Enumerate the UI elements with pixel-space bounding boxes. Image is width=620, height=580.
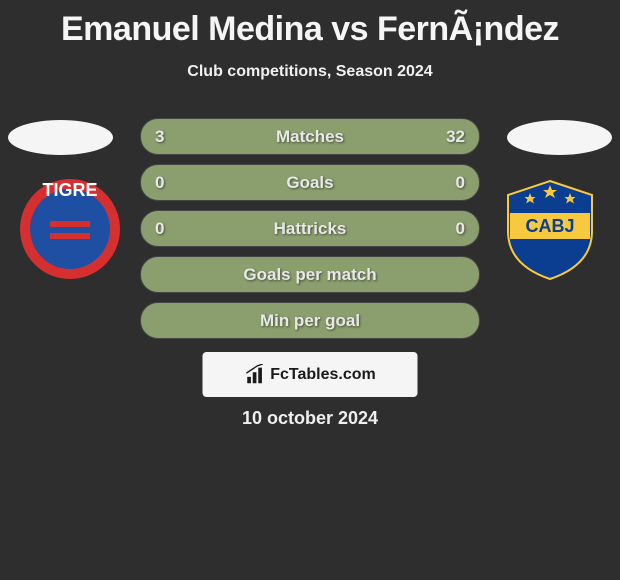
stat-left-value: 0 bbox=[155, 219, 164, 239]
season-subtitle: Club competitions, Season 2024 bbox=[0, 63, 620, 81]
branding-text: FcTables.com bbox=[270, 366, 376, 384]
stat-label: Matches bbox=[276, 127, 344, 147]
branding-box: FcTables.com bbox=[203, 352, 418, 397]
comparison-title: Emanuel Medina vs FernÃ¡ndez bbox=[0, 10, 620, 49]
stat-row-gpm: Goals per match bbox=[140, 256, 480, 293]
club-badge-left: TIGRE bbox=[20, 177, 120, 282]
stat-row-hattricks: 0 Hattricks 0 bbox=[140, 210, 480, 247]
svg-text:CABJ: CABJ bbox=[525, 216, 574, 236]
player-right-avatar-placeholder bbox=[507, 120, 612, 155]
boca-badge-icon: CABJ bbox=[500, 177, 600, 282]
stat-label: Min per goal bbox=[260, 311, 360, 331]
stat-row-mpg: Min per goal bbox=[140, 302, 480, 339]
stat-right-value: 0 bbox=[456, 219, 465, 239]
stat-right-value: 0 bbox=[456, 173, 465, 193]
svg-text:TIGRE: TIGRE bbox=[42, 180, 97, 200]
stat-label: Hattricks bbox=[274, 219, 347, 239]
player-left-avatar-placeholder bbox=[8, 120, 113, 155]
stat-right-value: 32 bbox=[446, 127, 465, 147]
stat-left-value: 0 bbox=[155, 173, 164, 193]
stat-label: Goals bbox=[286, 173, 333, 193]
stat-row-goals: 0 Goals 0 bbox=[140, 164, 480, 201]
tigre-badge-icon: TIGRE bbox=[20, 177, 120, 282]
bar-chart-icon bbox=[244, 364, 266, 386]
stat-row-matches: 3 Matches 32 bbox=[140, 118, 480, 155]
stat-label: Goals per match bbox=[243, 265, 376, 285]
stat-left-value: 3 bbox=[155, 127, 164, 147]
club-badge-right: CABJ bbox=[500, 177, 600, 282]
stat-rows: 3 Matches 32 0 Goals 0 0 Hattricks 0 Goa… bbox=[140, 118, 480, 339]
date-label: 10 october 2024 bbox=[0, 408, 620, 429]
